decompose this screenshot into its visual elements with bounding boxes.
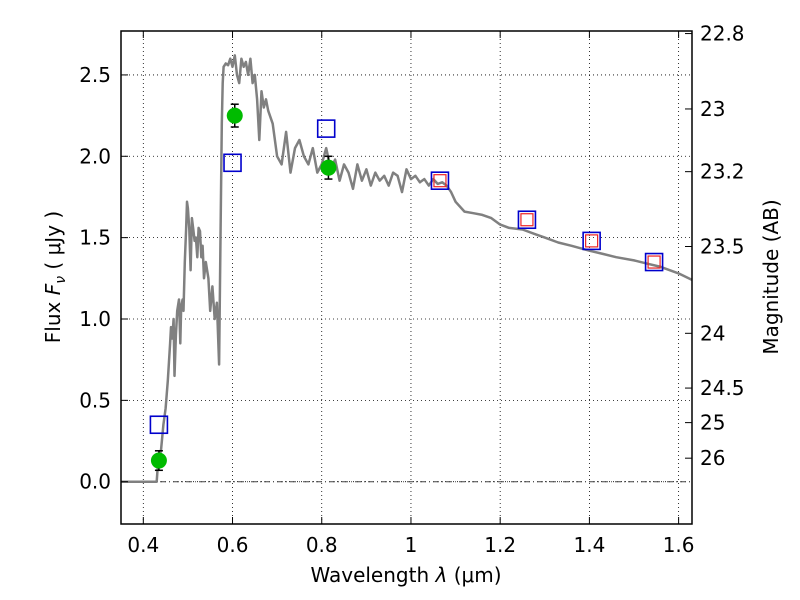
x-tick-label: 0.4 bbox=[127, 533, 159, 557]
model-photometry-square-red bbox=[433, 174, 447, 188]
model-photometry-square-blue bbox=[316, 119, 336, 138]
magnitude-tick-label: 22.8 bbox=[700, 22, 745, 46]
magnitude-tick-label: 26 bbox=[700, 446, 725, 470]
magnitude-axis-label: Magnitude (AB) bbox=[759, 199, 783, 354]
y-tick-label: 2.5 bbox=[79, 63, 111, 87]
model-photometry-square-blue bbox=[223, 153, 242, 173]
magnitude-axis-ticks: 22.8 23 23.2 23.5 24 24.5 25 26 bbox=[685, 22, 745, 470]
model-photometry-square-blue bbox=[517, 210, 537, 230]
x-tick-label: 1.2 bbox=[484, 533, 516, 557]
x-axis-ticks: 0.4 0.6 0.8 1 1.2 1.4 1.6 bbox=[127, 31, 695, 557]
x-axis-label: Wavelength λ (μm) bbox=[310, 563, 501, 587]
y-tick-label: 2.0 bbox=[79, 144, 111, 168]
y-tick-label: 1.0 bbox=[79, 307, 111, 331]
magnitude-tick-label: 25 bbox=[700, 411, 725, 435]
x-tick-label: 0.8 bbox=[306, 533, 338, 557]
model-photometry-square-blue bbox=[430, 171, 450, 190]
x-tick-label: 1.6 bbox=[663, 533, 695, 557]
model-photometry-square-red bbox=[520, 213, 534, 227]
magnitude-tick-label: 24 bbox=[700, 321, 725, 345]
x-tick-label: 1.4 bbox=[573, 533, 605, 557]
photometry-point bbox=[320, 159, 337, 176]
y-axis-label: Flux Fν ( μJy ) bbox=[41, 211, 69, 343]
plot-frame bbox=[120, 30, 693, 525]
plot-background bbox=[121, 31, 692, 524]
magnitude-tick-label: 23 bbox=[700, 97, 725, 121]
magnitude-tick-label: 23.2 bbox=[700, 160, 745, 184]
photometry-point bbox=[226, 107, 243, 124]
y-tick-label: 1.5 bbox=[79, 226, 111, 250]
model-photometry-square-blue bbox=[644, 252, 664, 272]
model-photometry-square-blue bbox=[582, 231, 601, 251]
y-axis-ticks: 0.0 0.5 1.0 1.5 2.0 2.5 bbox=[79, 63, 128, 494]
data-layer bbox=[121, 54, 692, 483]
y-tick-label: 0.0 bbox=[79, 470, 111, 494]
model-photometry-square-red bbox=[585, 234, 599, 248]
model-photometry-square-blue bbox=[149, 415, 169, 435]
magnitude-tick-label: 23.5 bbox=[700, 235, 745, 259]
photometry-point bbox=[150, 452, 167, 469]
model-photometry-square-red bbox=[647, 255, 661, 269]
x-tick-label: 0.6 bbox=[217, 533, 249, 557]
y-tick-label: 0.5 bbox=[79, 388, 111, 412]
x-tick-label: 1 bbox=[405, 533, 418, 557]
magnitude-tick-label: 24.5 bbox=[700, 376, 745, 400]
